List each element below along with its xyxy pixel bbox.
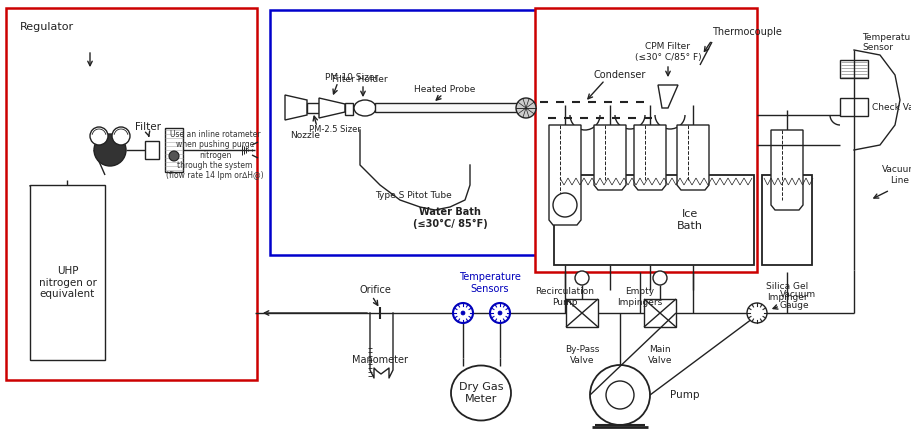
Circle shape [574,271,589,285]
Text: Temperature
Sensor: Temperature Sensor [861,32,911,52]
Circle shape [90,127,107,145]
Text: Filter: Filter [135,122,161,132]
Polygon shape [633,125,665,190]
Text: Thermocouple: Thermocouple [711,27,781,37]
Bar [643,299,675,327]
Text: By-Pass
Valve: By-Pass Valve [564,345,599,365]
Text: Regulator: Regulator [20,22,74,32]
Bar [762,175,811,265]
Bar [270,10,545,255]
Circle shape [460,311,465,315]
Polygon shape [770,130,802,210]
Circle shape [552,193,577,217]
Text: Orifice: Orifice [359,285,391,295]
Text: Pump: Pump [670,390,699,400]
Text: PM-10 Sizer: PM-10 Sizer [324,73,378,82]
Bar [145,141,159,159]
Bar [30,185,105,360]
Text: Dry Gas
Meter: Dry Gas Meter [458,382,503,404]
Polygon shape [676,125,708,190]
Circle shape [605,381,633,409]
Bar [553,175,753,265]
Bar [344,103,353,115]
Text: Ice
Bath: Ice Bath [676,209,702,231]
Text: Manometer: Manometer [352,355,407,365]
Ellipse shape [451,365,510,421]
Text: PM-2.5 Sizer: PM-2.5 Sizer [309,125,361,134]
Bar [307,103,319,113]
Circle shape [746,303,766,323]
Circle shape [497,311,501,315]
Text: UHP
nitrogen or
equivalent: UHP nitrogen or equivalent [38,266,97,299]
Text: Vacuum
Gauge: Vacuum Gauge [779,290,815,310]
Circle shape [516,98,536,118]
Text: Nozzle: Nozzle [290,130,320,139]
Circle shape [652,271,666,285]
Text: Type S Pitot Tube: Type S Pitot Tube [374,190,451,199]
Text: Recirculation
Pump: Recirculation Pump [535,287,594,307]
Polygon shape [319,98,344,118]
Text: CPM Filter
(≤30° C/85° F): CPM Filter (≤30° C/85° F) [634,42,701,62]
Circle shape [489,303,509,323]
Text: Water Bath
(≤30°C/ 85°F): Water Bath (≤30°C/ 85°F) [412,207,486,229]
Bar [566,299,598,327]
Text: Use an inline rotameter
when pushing purge
nitrogen
through the system
(flow rat: Use an inline rotameter when pushing pur… [166,129,263,180]
Bar [839,98,867,116]
Circle shape [112,127,130,145]
Text: Temperature
Sensors: Temperature Sensors [458,272,520,294]
Circle shape [589,365,650,425]
Bar [535,8,756,272]
Text: Check Valve: Check Valve [871,102,911,112]
Text: Vacuum
Line: Vacuum Line [881,165,911,185]
Text: Heated Probe: Heated Probe [414,85,476,94]
Polygon shape [593,125,625,190]
Bar [374,103,525,112]
Text: Condenser: Condenser [593,70,646,80]
Text: Filter Holder: Filter Holder [332,76,387,85]
Circle shape [169,151,179,161]
Circle shape [94,134,126,166]
Polygon shape [548,125,580,225]
Polygon shape [284,95,307,120]
Polygon shape [657,85,677,108]
Circle shape [453,303,473,323]
Ellipse shape [353,100,375,116]
Bar [6,8,257,380]
Text: Empty
Impingers: Empty Impingers [617,287,662,307]
Bar [839,60,867,78]
Text: Silica Gel
Impinger: Silica Gel Impinger [765,282,807,302]
Text: Main
Valve: Main Valve [647,345,671,365]
Bar [165,128,183,172]
